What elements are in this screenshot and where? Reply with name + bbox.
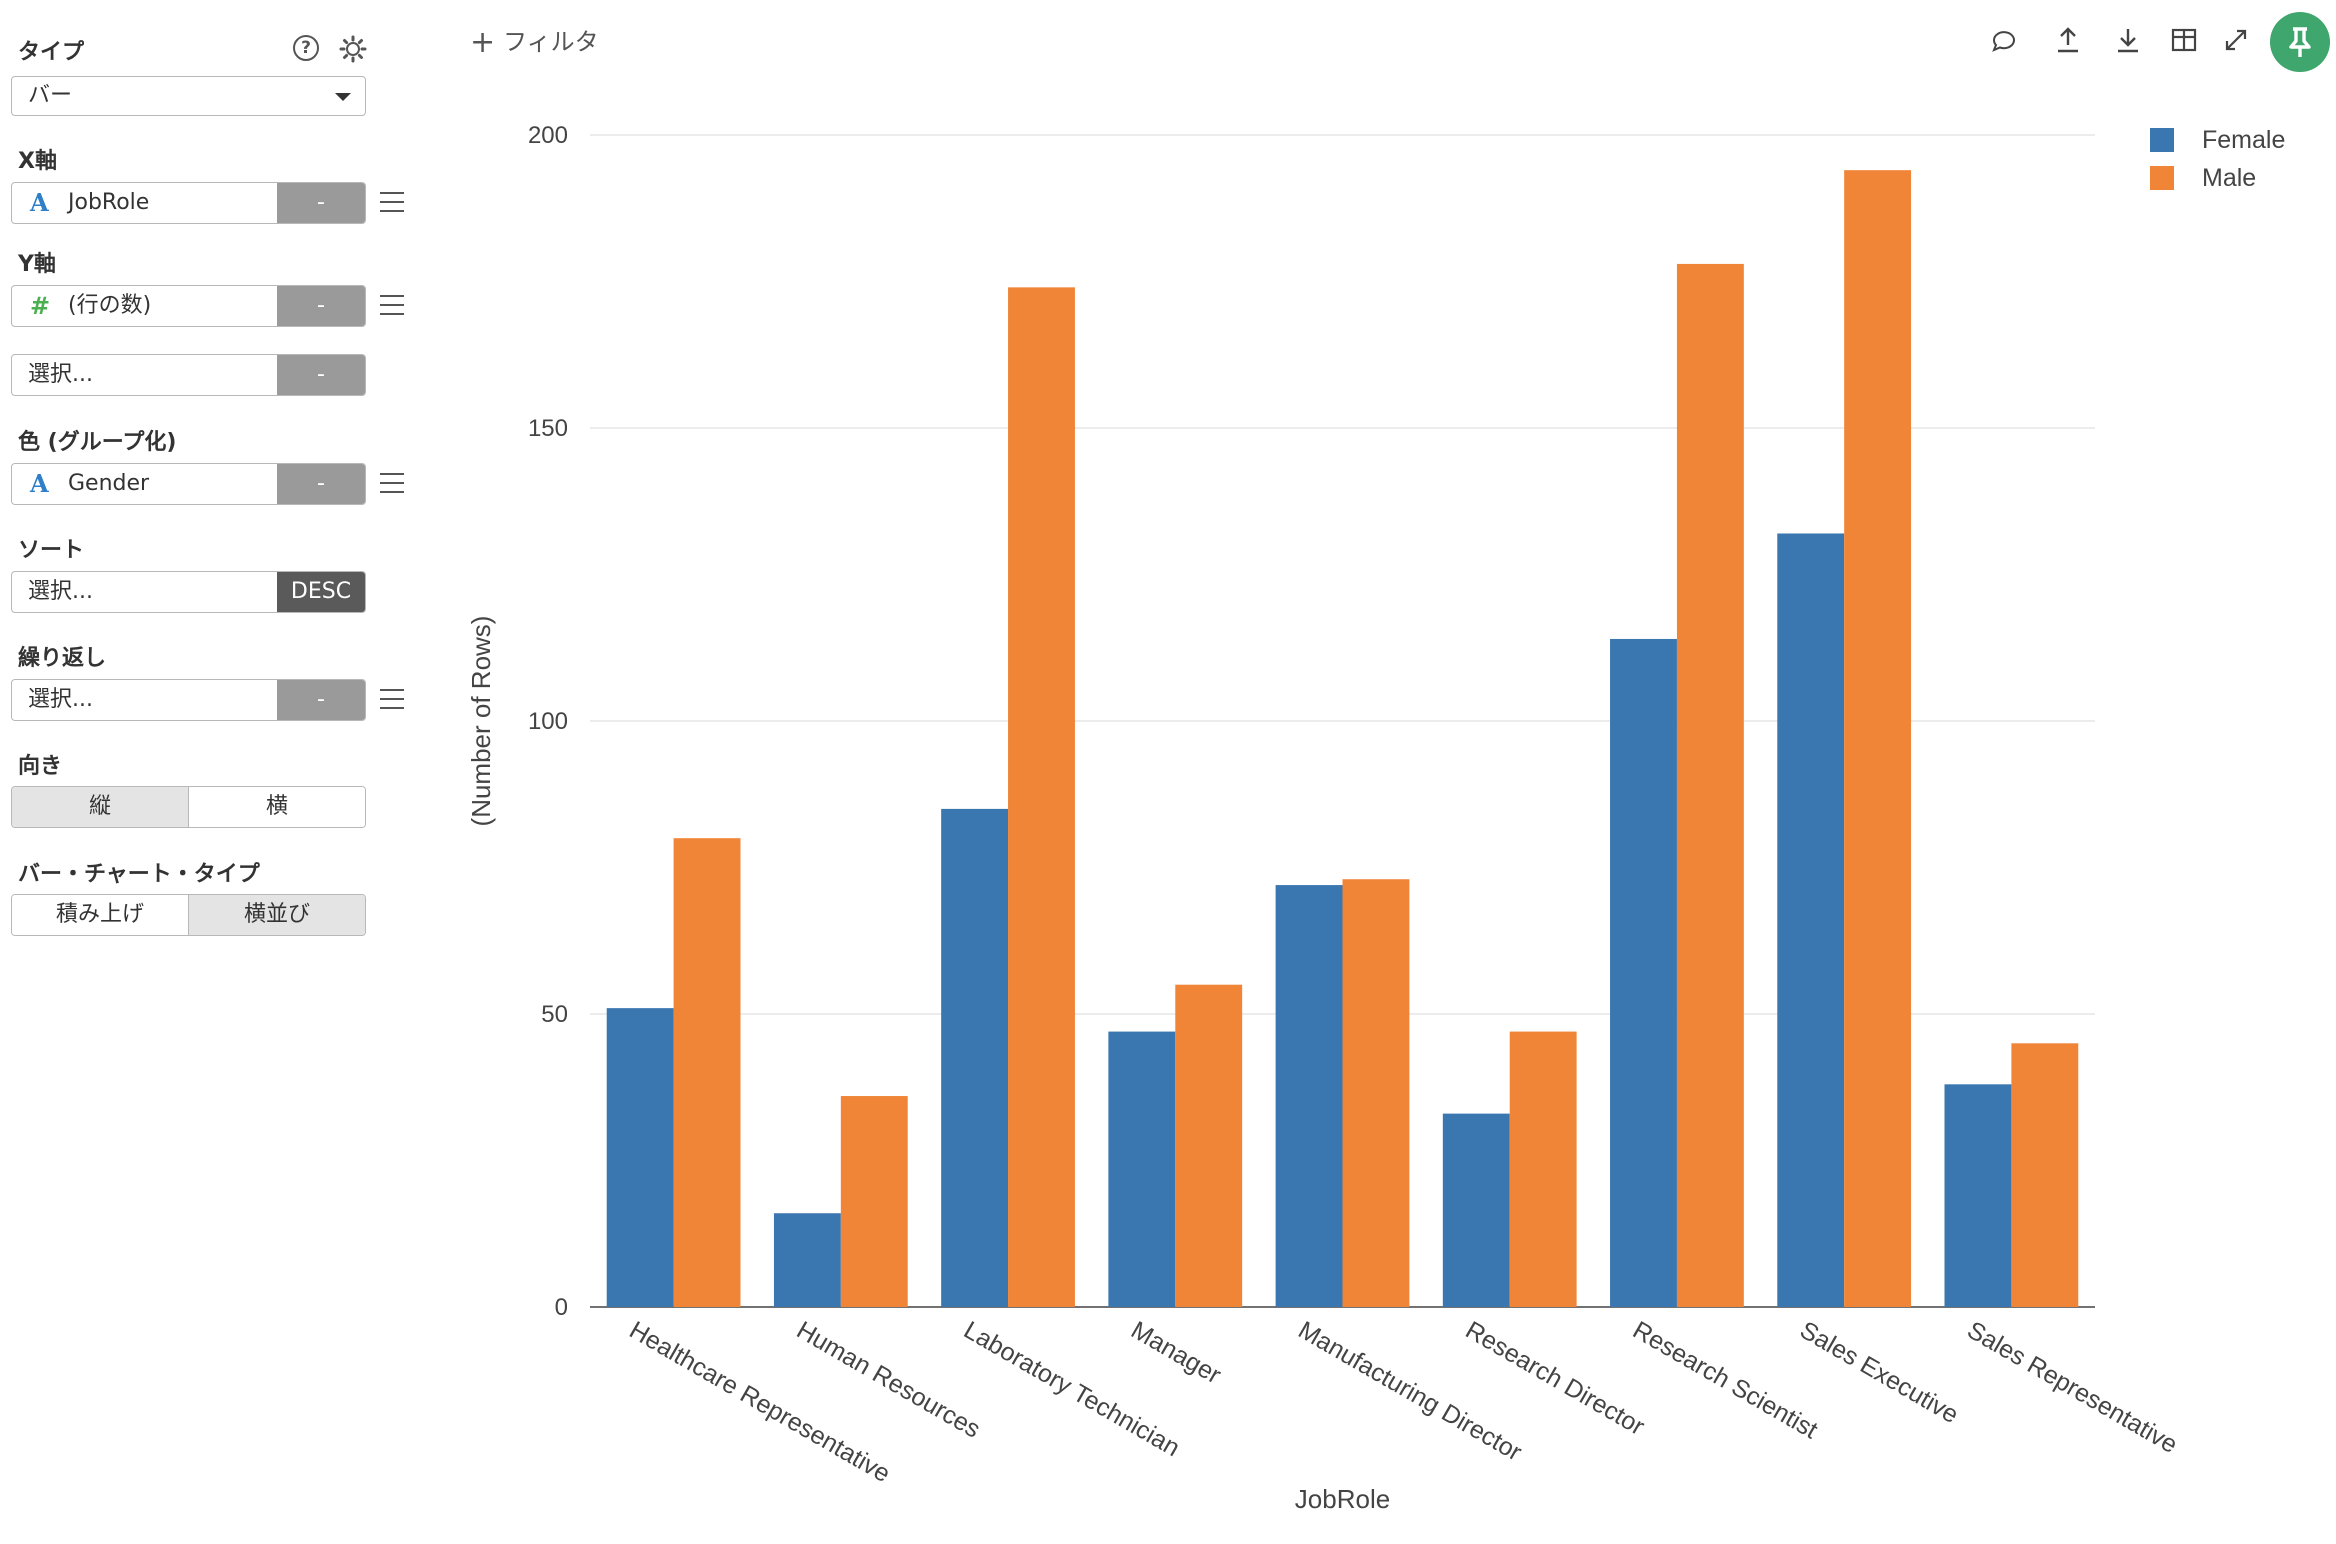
- x-tick-label: Sales Representative: [1962, 1316, 2182, 1459]
- repeat-agg-button[interactable]: -: [277, 680, 365, 720]
- bar-male: [1342, 879, 1410, 1307]
- settings-sidebar: タイプ ? バー X軸 A JobRole - Y軸 # (行の数) - 選択.…: [0, 0, 420, 1544]
- pin-icon: [2289, 27, 2311, 57]
- chevron-down-icon: [335, 93, 351, 101]
- bar-type-toggle: 積み上げ 横並び: [11, 894, 366, 936]
- y-tick-label: 150: [528, 415, 568, 442]
- x-tick-label: Research Scientist: [1628, 1316, 1823, 1444]
- bar-male: [1844, 170, 1912, 1307]
- bar-male: [1509, 1031, 1577, 1307]
- sort-order-button[interactable]: DESC: [277, 572, 365, 612]
- y-axis-menu-icon[interactable]: [380, 295, 404, 315]
- y-axis-2-value: 選択...: [28, 362, 93, 387]
- x-axis-menu-icon[interactable]: [380, 192, 404, 212]
- x-tick-label: Manager: [1126, 1316, 1225, 1390]
- chart-type-value: バー: [28, 83, 73, 108]
- filter-label: フィルタ: [503, 28, 599, 56]
- x-axis-value: JobRole: [68, 190, 150, 215]
- y-tick-label: 200: [528, 122, 568, 149]
- x-axis-label: X軸: [18, 149, 57, 174]
- pin-button[interactable]: [2270, 12, 2330, 72]
- gear-icon[interactable]: [338, 34, 368, 64]
- bar-female: [941, 808, 1009, 1307]
- x-axis-title: JobRole: [1295, 1484, 1390, 1514]
- number-type-icon: #: [30, 292, 51, 320]
- y-tick-label: 50: [541, 1001, 568, 1028]
- bar-female: [606, 1008, 674, 1307]
- sort-value: 選択...: [28, 579, 93, 604]
- bar-female: [1442, 1113, 1510, 1307]
- y-axis-agg-button[interactable]: -: [277, 286, 365, 326]
- y-axis-value: (行の数): [68, 293, 152, 318]
- bar-male: [2011, 1043, 2079, 1307]
- bar-type-label: バー・チャート・タイプ: [18, 862, 260, 887]
- orientation-vertical-button[interactable]: 縦: [12, 787, 188, 827]
- repeat-menu-icon[interactable]: [380, 689, 404, 709]
- bar-female: [773, 1213, 841, 1307]
- upload-icon[interactable]: [2052, 24, 2084, 56]
- bar-female: [1777, 533, 1845, 1307]
- string-type-icon: A: [30, 469, 49, 498]
- chart-type-select[interactable]: バー: [11, 76, 366, 116]
- y-axis-2-field[interactable]: 選択... -: [11, 354, 366, 396]
- bar-male: [673, 838, 741, 1307]
- orientation-toggle: 縦 横: [11, 786, 366, 828]
- bar-male: [840, 1096, 908, 1307]
- y-tick-label: 0: [555, 1294, 568, 1321]
- color-field[interactable]: A Gender -: [11, 463, 366, 505]
- legend-label-male: Male: [2202, 164, 2256, 192]
- bar-female: [1944, 1084, 2012, 1307]
- orientation-horizontal-button[interactable]: 横: [188, 787, 365, 827]
- string-type-icon: A: [30, 188, 49, 217]
- repeat-label: 繰り返し: [18, 646, 107, 671]
- repeat-value: 選択...: [28, 687, 93, 712]
- color-agg-button[interactable]: -: [277, 464, 365, 504]
- expand-icon[interactable]: [2220, 24, 2252, 56]
- add-filter-button[interactable]: + フィルタ: [470, 22, 599, 60]
- repeat-field[interactable]: 選択... -: [11, 679, 366, 721]
- legend-swatch-male: [2150, 166, 2174, 190]
- bar-male: [1676, 263, 1744, 1308]
- bar-type-stacked-button[interactable]: 積み上げ: [12, 895, 188, 935]
- bar-female: [1108, 1031, 1176, 1307]
- bar-female: [1275, 885, 1343, 1307]
- comment-icon[interactable]: [1988, 24, 2020, 56]
- table-icon[interactable]: [2168, 24, 2200, 56]
- type-label: タイプ: [18, 40, 85, 65]
- x-axis-field[interactable]: A JobRole -: [11, 182, 366, 224]
- sort-field[interactable]: 選択... DESC: [11, 571, 366, 613]
- sort-label: ソート: [18, 538, 85, 563]
- y-axis-field[interactable]: # (行の数) -: [11, 285, 366, 327]
- x-tick-label: Healthcare Representative: [625, 1316, 895, 1488]
- orientation-label: 向き: [18, 754, 63, 779]
- bar-type-grouped-button[interactable]: 横並び: [188, 895, 365, 935]
- bar-male: [1008, 287, 1075, 1307]
- legend-swatch-female: [2150, 128, 2174, 152]
- y-axis-2-agg-button[interactable]: -: [277, 355, 365, 395]
- x-tick-label: Sales Executive: [1795, 1316, 1963, 1429]
- color-menu-icon[interactable]: [380, 473, 404, 493]
- y-axis-label: Y軸: [18, 252, 56, 277]
- help-icon[interactable]: ?: [293, 35, 319, 61]
- bar-male: [1175, 984, 1243, 1307]
- legend-label-female: Female: [2202, 126, 2285, 154]
- y-tick-label: 100: [528, 708, 568, 735]
- x-axis-agg-button[interactable]: -: [277, 183, 365, 223]
- plus-icon: +: [470, 25, 496, 60]
- color-value: Gender: [68, 471, 150, 496]
- bar-female: [1610, 638, 1677, 1307]
- download-icon[interactable]: [2112, 24, 2144, 56]
- y-axis-title: (Number of Rows): [466, 616, 496, 827]
- color-label: 色 (グループ化): [18, 430, 177, 455]
